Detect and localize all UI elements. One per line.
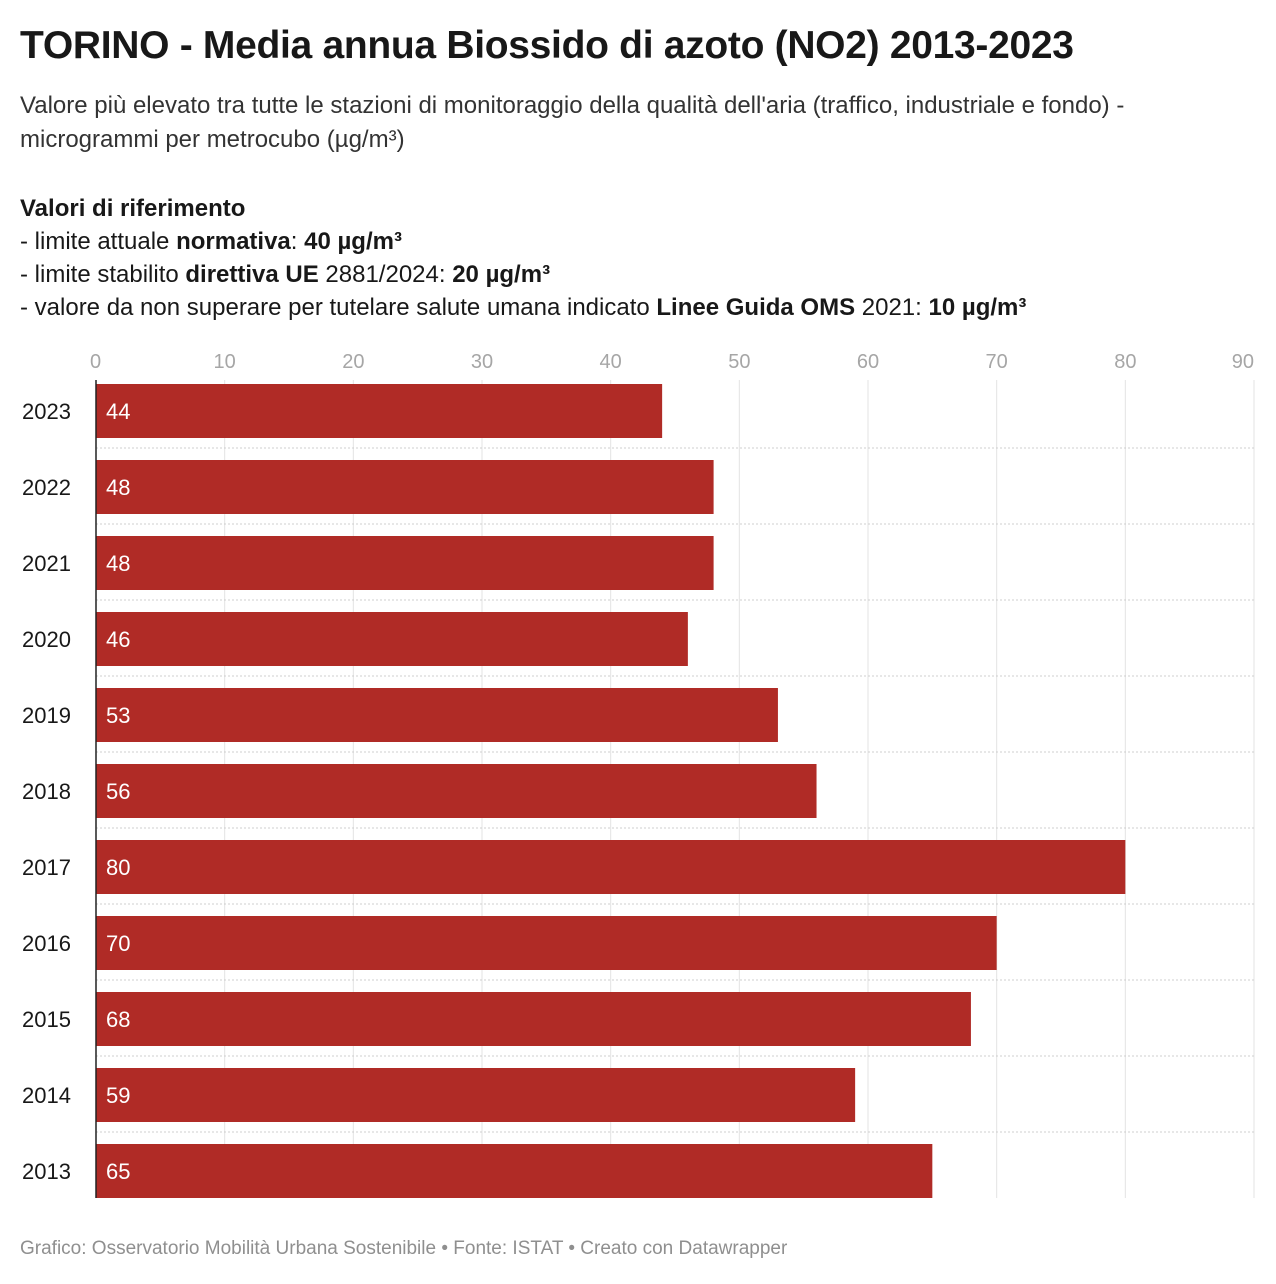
chart-footer: Grafico: Osservatorio Mobilità Urbana So…: [20, 1238, 788, 1259]
bar-2017: [96, 840, 1126, 894]
reference-middle: :: [290, 228, 305, 255]
reference-middle: 2881/2024:: [318, 261, 453, 288]
bar-value-label: 70: [106, 931, 130, 956]
reference-value: 40 µg/m³: [304, 228, 402, 255]
category-label: 2018: [22, 779, 71, 804]
bar-value-label: 68: [106, 1007, 130, 1032]
x-tick-label: 20: [342, 351, 364, 373]
category-label: 2020: [22, 627, 71, 652]
bar-2020: [96, 612, 688, 666]
reference-prefix: - limite attuale: [20, 228, 177, 255]
bar-value-label: 80: [106, 855, 130, 880]
category-label: 2016: [22, 931, 71, 956]
reference-prefix: - limite stabilito: [20, 261, 186, 288]
x-tick-label: 0: [90, 351, 101, 373]
labels: 0 10 20 30 40 50 60 70 80 90 2023 44 2022 48 2021 48 202…: [22, 351, 1254, 1198]
reference-heading: Valori di riferimento: [20, 195, 246, 222]
reference-source: normativa: [176, 228, 291, 255]
chart-subtitle: Valore più elevato tra tutte le stazioni…: [20, 92, 1125, 153]
x-tick-label: 70: [986, 351, 1008, 373]
bar-2023: [96, 384, 663, 438]
bar-2016: [96, 916, 997, 970]
category-label: 2017: [22, 855, 71, 880]
x-tick-label: 50: [728, 351, 750, 373]
x-tick-label: 30: [471, 351, 493, 373]
x-tick-label: 90: [1232, 351, 1254, 373]
bar-value-label: 48: [106, 551, 130, 576]
bar-2019: [96, 688, 778, 742]
reference-values: Valori di riferimento - limite attuale n…: [20, 192, 1260, 324]
category-label: 2022: [22, 475, 71, 500]
chart-title: TORINO - Media annua Biossido di azoto (…: [20, 24, 1074, 67]
category-label: 2019: [22, 703, 71, 728]
x-tick-label: 80: [1114, 351, 1136, 373]
category-label: 2015: [22, 1007, 71, 1032]
bar-2015: [96, 992, 971, 1046]
reference-item-normativa: - limite attuale normativa: 40 µg/m³: [20, 225, 1260, 258]
bar-value-label: 53: [106, 703, 130, 728]
x-tick-label: 60: [857, 351, 879, 373]
category-label: 2021: [22, 551, 71, 576]
category-label: 2013: [22, 1159, 71, 1184]
bar-value-label: 59: [106, 1083, 130, 1108]
bar-2014: [96, 1068, 856, 1122]
reference-value: 20 µg/m³: [452, 261, 551, 288]
reference-prefix: - valore da non superare per tutelare sa…: [20, 294, 657, 321]
reference-source: direttiva UE: [185, 261, 319, 288]
x-tick-label: 40: [600, 351, 622, 373]
bar-2022: [96, 460, 714, 514]
category-label: 2014: [22, 1083, 71, 1108]
reference-item-direttiva-ue: - limite stabilito direttiva UE 2881/202…: [20, 258, 1260, 291]
bar-chart: 0 10 20 30 40 50 60 70 80 90 2023 44 2022 48 2021 48 202…: [22, 351, 1255, 1198]
category-label: 2023: [22, 399, 71, 424]
bars: [96, 384, 1126, 1198]
bar-value-label: 44: [106, 399, 130, 424]
bar-2018: [96, 764, 817, 818]
reference-source: Linee Guida OMS: [656, 294, 856, 321]
bar-2013: [96, 1144, 933, 1198]
x-tick-label: 10: [214, 351, 236, 373]
bar-value-label: 56: [106, 779, 130, 804]
bar-value-label: 46: [106, 627, 130, 652]
bar-value-label: 48: [106, 475, 130, 500]
reference-value: 10 µg/m³: [928, 294, 1027, 321]
bar-2021: [96, 536, 714, 590]
bar-value-label: 65: [106, 1159, 130, 1184]
reference-item-oms: - valore da non superare per tutelare sa…: [20, 291, 1260, 324]
reference-middle: 2021:: [855, 294, 929, 321]
